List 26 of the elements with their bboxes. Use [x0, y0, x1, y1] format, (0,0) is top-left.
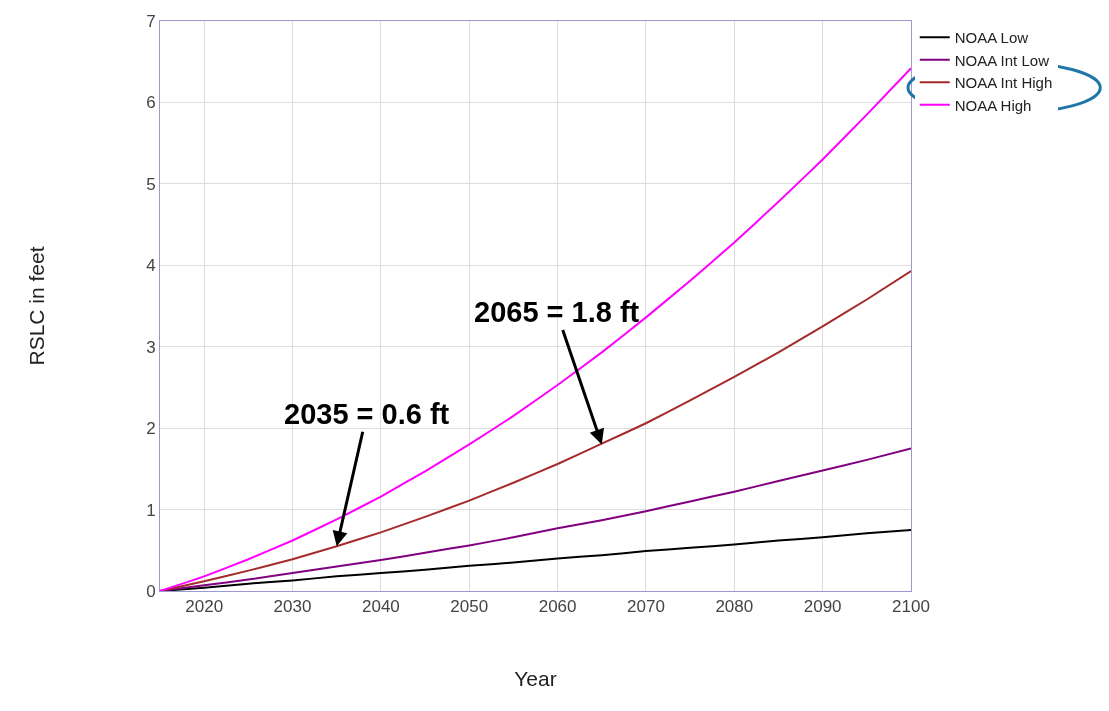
- x-tick-label: 2060: [538, 597, 577, 617]
- legend-label: NOAA Low: [954, 29, 1029, 47]
- y-tick-label: 7: [146, 11, 156, 31]
- x-tick-label: 2100: [892, 597, 930, 617]
- legend-label: NOAA Int High: [954, 74, 1053, 92]
- y-tick-label: 2: [146, 419, 156, 439]
- legend-label: NOAA Int Low: [954, 51, 1050, 69]
- y-axis-title: RSLC in feet: [25, 246, 49, 366]
- y-tick-label: 6: [146, 93, 156, 113]
- x-tick-label: 2080: [715, 597, 754, 617]
- x-tick-label: 2070: [627, 597, 665, 617]
- line-series: [160, 67, 911, 591]
- y-tick-label: 1: [146, 500, 156, 520]
- x-tick-label: 2050: [450, 597, 489, 617]
- x-tick-label: 2040: [361, 597, 400, 617]
- y-tick-label: 4: [146, 256, 156, 276]
- legend-label: NOAA High: [954, 96, 1032, 114]
- x-tick-label: 2090: [803, 597, 842, 617]
- y-tick-label: 3: [146, 337, 156, 357]
- y-tick-label: 0: [146, 581, 156, 601]
- x-tick-label: 2030: [273, 597, 312, 617]
- y-tick-label: 5: [146, 174, 156, 194]
- annotation: 2065 = 1.8 ft: [474, 296, 640, 328]
- x-axis-title: Year: [514, 666, 557, 690]
- x-tick-label: 2020: [185, 597, 224, 617]
- annotation: 2035 = 0.6 ft: [284, 398, 450, 430]
